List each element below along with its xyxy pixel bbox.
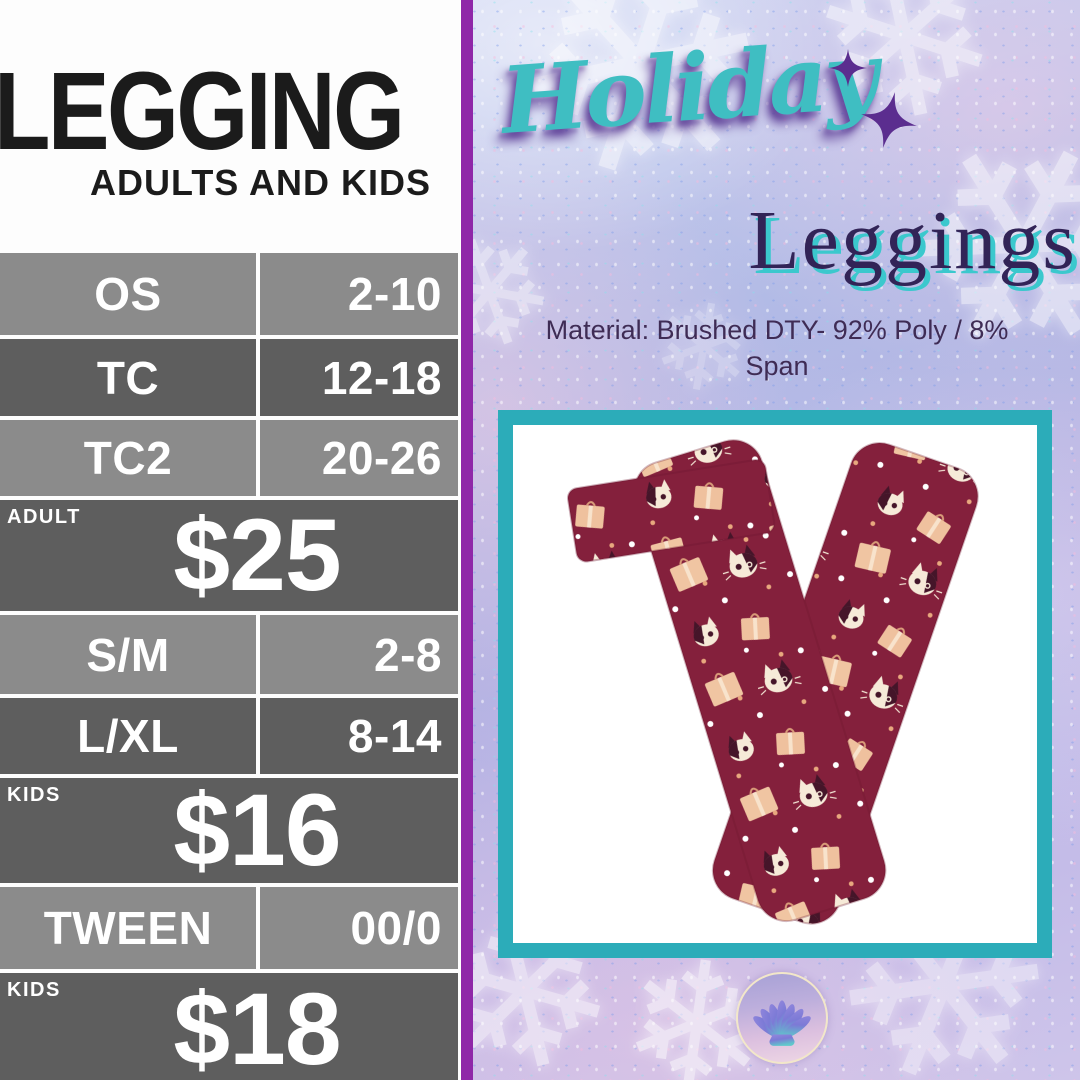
size-label: S/M xyxy=(86,628,170,681)
holiday-ad-panel: ❄ ❄ ❄ ❄ ❄ ❄ ❄ ❄ Holiday Leggings Materia… xyxy=(473,0,1080,1080)
chart-subtitle: ADULTS AND KIDS xyxy=(90,162,431,203)
price-group-label: KIDS xyxy=(7,979,61,1001)
column-divider xyxy=(256,253,260,335)
price-row-adult: ADULT $25 xyxy=(0,498,458,612)
price-row-kids: KIDS $16 xyxy=(0,773,458,887)
leggings-product-photo xyxy=(566,439,979,925)
panel-divider-stripe xyxy=(461,0,473,1080)
size-value: 20-26 xyxy=(321,432,442,484)
size-row-lxl: L/XL 8-14 xyxy=(0,698,458,774)
product-photo-frame xyxy=(498,410,1052,958)
column-divider xyxy=(256,698,260,774)
size-row-os: OS 2-10 xyxy=(0,253,458,335)
size-label: TC xyxy=(96,351,160,404)
column-divider xyxy=(256,887,260,969)
size-chart-panel: LEGGING ADULTS AND KIDS OS 2-10 TC 12-18… xyxy=(0,0,461,1080)
column-divider xyxy=(256,339,260,416)
seashell-logo xyxy=(736,972,828,1064)
sparkle-icon xyxy=(829,49,917,148)
size-value: 2-8 xyxy=(374,628,442,681)
size-label: L/XL xyxy=(77,710,179,762)
price-row-kids-tween: KIDS $18 xyxy=(0,971,458,1080)
size-chart-table: OS 2-10 TC 12-18 TC2 20-26 ADULT $25 S/M… xyxy=(0,253,458,1080)
size-row-sm: S/M 2-8 xyxy=(0,615,458,694)
price-group-label: KIDS xyxy=(7,784,61,806)
material-description: Material: Brushed DTY- 92% Poly / 8% Spa… xyxy=(545,315,1009,382)
size-label: OS xyxy=(94,268,162,320)
size-value: 00/0 xyxy=(350,902,442,954)
size-row-tc2: TC2 20-26 xyxy=(0,420,458,496)
price-amount: $16 xyxy=(173,773,341,887)
leggings-title: Leggings xyxy=(748,194,1077,287)
size-row-tc: TC 12-18 xyxy=(0,339,458,416)
left-leg xyxy=(633,439,887,922)
size-row-tween: TWEEN 00/0 xyxy=(0,887,458,969)
holiday-script-title: Holiday xyxy=(497,21,879,155)
price-amount: $18 xyxy=(173,971,341,1080)
size-value: 12-18 xyxy=(321,351,442,404)
size-value: 2-10 xyxy=(347,268,442,320)
size-label: TC2 xyxy=(83,432,173,484)
price-amount: $25 xyxy=(173,498,341,612)
column-divider xyxy=(256,615,260,694)
price-group-label: ADULT xyxy=(7,506,81,528)
seashell-icon xyxy=(753,1000,811,1046)
chart-title: LEGGING xyxy=(0,50,405,173)
column-divider xyxy=(256,420,260,496)
waistband xyxy=(566,458,776,563)
size-value: 8-14 xyxy=(347,710,442,762)
size-label: TWEEN xyxy=(43,902,213,954)
